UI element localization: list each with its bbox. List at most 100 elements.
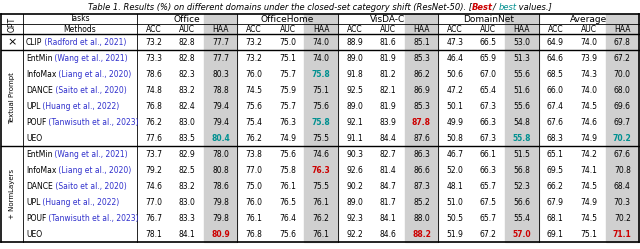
Text: 84.4: 84.4 [380, 133, 396, 142]
Text: 74.0: 74.0 [580, 85, 597, 95]
Text: EntMin: EntMin [26, 54, 52, 62]
Text: 67.2: 67.2 [614, 54, 630, 62]
Text: 51.9: 51.9 [447, 230, 463, 239]
Text: 91.8: 91.8 [346, 69, 363, 78]
Text: 75.7: 75.7 [279, 69, 296, 78]
Bar [404, 14, 438, 242]
Text: DANCE: DANCE [26, 85, 52, 95]
Text: 73.8: 73.8 [246, 149, 262, 159]
Text: 80.3: 80.3 [212, 69, 229, 78]
Text: 82.4: 82.4 [179, 102, 196, 111]
Text: 89.0: 89.0 [346, 197, 363, 206]
Text: 75.7: 75.7 [279, 102, 296, 111]
Text: 74.0: 74.0 [580, 38, 597, 47]
Text: 67.3: 67.3 [480, 102, 497, 111]
Text: Office: Office [174, 14, 200, 23]
Text: 81.2: 81.2 [380, 69, 396, 78]
Text: 81.9: 81.9 [380, 102, 396, 111]
Text: 73.2: 73.2 [246, 54, 262, 62]
Text: 67.8: 67.8 [614, 38, 630, 47]
Text: 81.7: 81.7 [380, 197, 396, 206]
Text: (Liang et al., 2020): (Liang et al., 2020) [56, 69, 132, 78]
Text: 76.7: 76.7 [145, 213, 162, 223]
Text: ACC: ACC [146, 24, 161, 34]
Text: 67.0: 67.0 [480, 69, 497, 78]
Text: 51.0: 51.0 [447, 197, 463, 206]
Text: OfficeHome: OfficeHome [261, 14, 314, 23]
Text: HAA: HAA [614, 24, 630, 34]
Text: 77.0: 77.0 [246, 166, 262, 175]
Text: 74.0: 74.0 [312, 54, 330, 62]
Text: 66.3: 66.3 [480, 118, 497, 126]
Text: 66.1: 66.1 [480, 149, 497, 159]
Text: 80.4: 80.4 [211, 133, 230, 142]
Text: ACC: ACC [246, 24, 262, 34]
Text: 64.9: 64.9 [547, 38, 564, 47]
Text: 74.9: 74.9 [279, 133, 296, 142]
Text: 66.0: 66.0 [547, 85, 564, 95]
Text: 66.3: 66.3 [480, 166, 497, 175]
Text: ×: × [7, 37, 17, 47]
Text: 87.3: 87.3 [413, 182, 430, 190]
Text: 65.7: 65.7 [480, 182, 497, 190]
Bar [605, 14, 639, 242]
Text: 75.6: 75.6 [312, 102, 330, 111]
Text: 75.6: 75.6 [279, 149, 296, 159]
Text: 88.2: 88.2 [412, 230, 431, 239]
Text: DomainNet: DomainNet [463, 14, 514, 23]
Text: 74.6: 74.6 [145, 182, 162, 190]
Text: 83.5: 83.5 [179, 133, 196, 142]
Text: 76.3: 76.3 [279, 118, 296, 126]
Text: 75.0: 75.0 [246, 182, 262, 190]
Text: 85.3: 85.3 [413, 102, 430, 111]
Text: 84.1: 84.1 [380, 213, 396, 223]
Text: Tasks
Methods: Tasks Methods [63, 14, 97, 34]
Text: 76.1: 76.1 [246, 213, 262, 223]
Text: EntMin: EntMin [26, 149, 52, 159]
Text: ACC: ACC [447, 24, 463, 34]
Text: 75.5: 75.5 [312, 182, 330, 190]
Text: 73.9: 73.9 [580, 54, 597, 62]
Text: 77.7: 77.7 [212, 38, 229, 47]
Text: 78.6: 78.6 [145, 69, 162, 78]
Text: (Wang et al., 2021): (Wang et al., 2021) [52, 149, 128, 159]
Text: InfoMax: InfoMax [26, 166, 56, 175]
Text: 75.1: 75.1 [279, 54, 296, 62]
Text: 50.8: 50.8 [447, 133, 463, 142]
Text: ACC: ACC [347, 24, 362, 34]
Text: 80.9: 80.9 [211, 230, 230, 239]
Text: 76.2: 76.2 [145, 118, 162, 126]
Text: 89.0: 89.0 [346, 54, 363, 62]
Text: 82.8: 82.8 [179, 54, 195, 62]
Text: 81.4: 81.4 [380, 166, 396, 175]
Text: 64.6: 64.6 [547, 54, 564, 62]
Text: 82.9: 82.9 [179, 149, 196, 159]
Text: 67.6: 67.6 [614, 149, 631, 159]
Text: 88.9: 88.9 [346, 38, 363, 47]
Text: 67.6: 67.6 [547, 118, 564, 126]
Text: 92.5: 92.5 [346, 85, 363, 95]
Text: AUC: AUC [280, 24, 296, 34]
Text: 78.6: 78.6 [212, 182, 229, 190]
Text: 75.8: 75.8 [312, 69, 330, 78]
Text: 76.2: 76.2 [246, 133, 262, 142]
Text: Best: Best [472, 2, 493, 11]
Text: 67.5: 67.5 [480, 197, 497, 206]
Text: 69.6: 69.6 [614, 102, 631, 111]
Text: 83.3: 83.3 [179, 213, 196, 223]
Bar [204, 14, 237, 242]
Text: 76.8: 76.8 [246, 230, 262, 239]
Text: 85.2: 85.2 [413, 197, 430, 206]
Text: 68.1: 68.1 [547, 213, 564, 223]
Text: 55.8: 55.8 [513, 133, 531, 142]
Text: 86.6: 86.6 [413, 166, 430, 175]
Text: Table 1. Results (%) on different domains under the closed-set category shift (R: Table 1. Results (%) on different domain… [88, 2, 472, 11]
Text: 67.2: 67.2 [480, 230, 497, 239]
Text: 78.0: 78.0 [212, 149, 229, 159]
Text: (Tanwisuth et al., 2023): (Tanwisuth et al., 2023) [46, 213, 139, 223]
Text: 76.1: 76.1 [279, 182, 296, 190]
Text: 46.7: 46.7 [447, 149, 463, 159]
Text: 75.8: 75.8 [312, 118, 330, 126]
Text: best: best [499, 2, 516, 11]
Text: 79.4: 79.4 [212, 102, 229, 111]
